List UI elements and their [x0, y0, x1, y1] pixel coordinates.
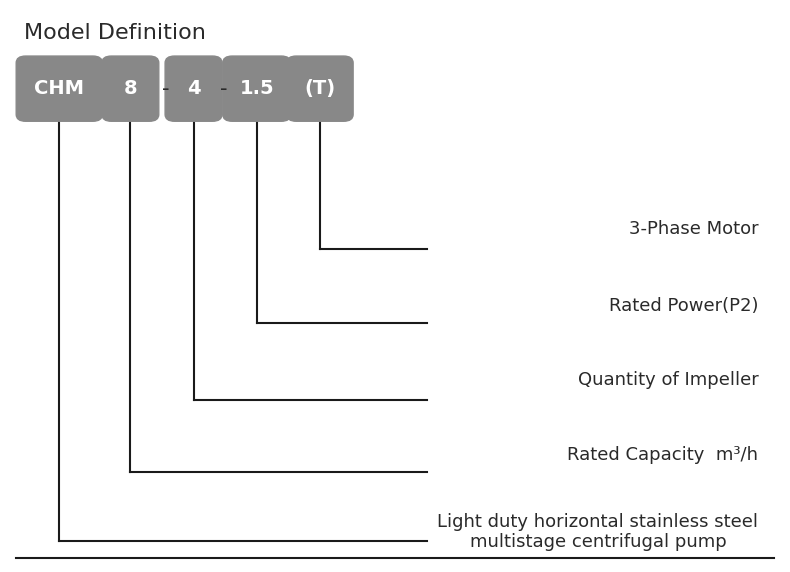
Text: CHM: CHM [34, 79, 85, 98]
FancyBboxPatch shape [102, 56, 159, 121]
Text: Rated Capacity  m³/h: Rated Capacity m³/h [567, 446, 758, 464]
Text: 1.5: 1.5 [239, 79, 274, 98]
Text: Quantity of Impeller: Quantity of Impeller [577, 371, 758, 390]
Text: -: - [220, 79, 228, 98]
Text: (T): (T) [304, 79, 336, 98]
Text: Model Definition: Model Definition [24, 23, 205, 43]
FancyBboxPatch shape [287, 56, 353, 121]
Text: Rated Power(P2): Rated Power(P2) [609, 297, 758, 315]
FancyBboxPatch shape [165, 56, 222, 121]
FancyBboxPatch shape [223, 56, 291, 121]
FancyBboxPatch shape [16, 56, 103, 121]
Text: 4: 4 [186, 79, 201, 98]
Text: -: - [162, 79, 170, 98]
Text: Light duty horizontal stainless steel
multistage centrifugal pump: Light duty horizontal stainless steel mu… [438, 513, 758, 551]
Text: 3-Phase Motor: 3-Phase Motor [629, 220, 758, 238]
Text: 8: 8 [123, 79, 137, 98]
